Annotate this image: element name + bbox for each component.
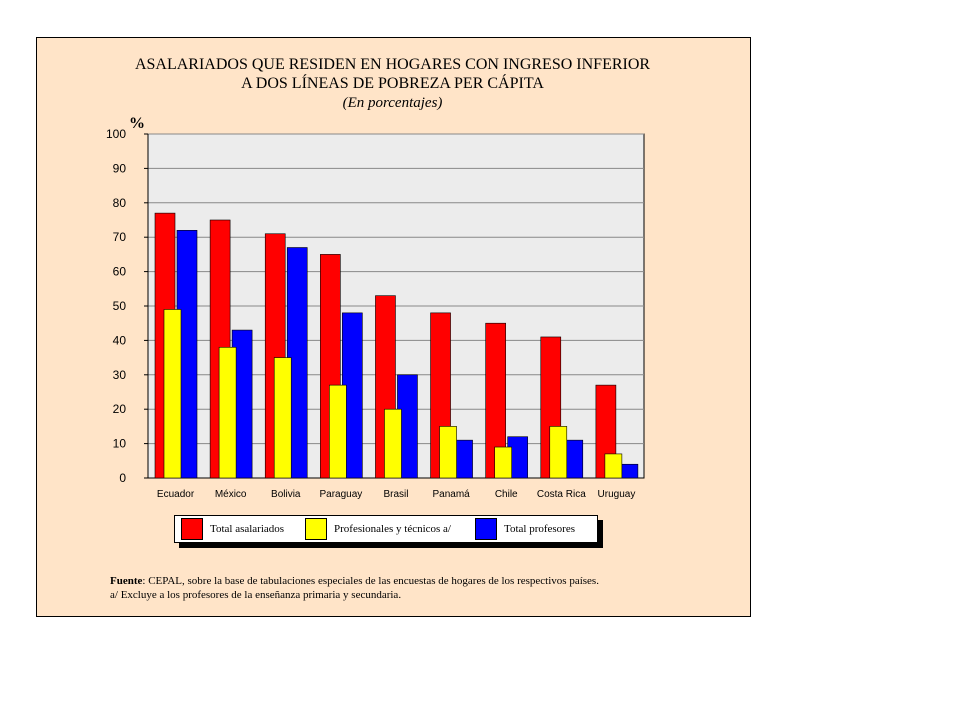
y-tick-label: 0 <box>119 471 126 485</box>
y-tick-label: 10 <box>113 437 127 451</box>
x-category-label: Chile <box>495 489 518 500</box>
legend-item-profesionales: Profesionales y técnicos a/ <box>305 516 451 542</box>
source-label: Fuente <box>110 575 143 587</box>
y-tick-label: 70 <box>113 230 127 244</box>
bar-profesionales <box>439 426 457 479</box>
legend-swatch-blue <box>475 518 497 540</box>
legend-label-total-profesores: Total profesores <box>504 523 576 535</box>
x-category-label: Costa Rica <box>537 489 586 500</box>
footer-notes: Fuente: CEPAL, sobre la base de tabulaci… <box>110 574 599 602</box>
x-category-label: Paraguay <box>319 489 362 500</box>
y-axis-label: % <box>129 115 145 132</box>
y-tick-label: 80 <box>113 196 127 210</box>
y-tick-label: 90 <box>113 161 127 175</box>
legend-swatch-red <box>181 518 203 540</box>
bar-profesionales <box>218 346 237 479</box>
bar-profesionales <box>273 357 292 479</box>
y-tick-label: 60 <box>113 265 127 279</box>
footnote: a/ Excluye a los profesores de la enseña… <box>110 589 402 601</box>
y-tick-label: 30 <box>113 368 127 382</box>
x-category-label: México <box>215 489 247 500</box>
x-category-label: Panamá <box>432 489 470 500</box>
bar-profesionales <box>329 384 347 479</box>
y-tick-label: 40 <box>113 333 127 347</box>
bar-profesionales <box>549 426 568 479</box>
x-category-label: Bolivia <box>271 489 301 500</box>
legend-swatch-yellow <box>305 518 327 540</box>
y-tick-label: 50 <box>113 299 127 313</box>
legend-label-profesionales: Profesionales y técnicos a/ <box>334 523 451 535</box>
legend-item-total-profesores: Total profesores <box>475 516 575 542</box>
x-category-label: Uruguay <box>598 489 636 500</box>
bar-profesionales <box>384 408 402 479</box>
bar-profesionales <box>494 446 512 479</box>
x-category-label: Brasil <box>383 489 408 500</box>
chart-title-line1: ASALARIADOS QUE RESIDEN EN HOGARES CON I… <box>134 56 651 73</box>
legend-label-total-asalariados: Total asalariados <box>210 523 285 535</box>
source-text: : CEPAL, sobre la base de tabulaciones e… <box>142 575 599 587</box>
chart-title-line2: A DOS LÍNEAS DE POBREZA PER CÁPITA <box>241 75 544 92</box>
y-tick-label: 20 <box>113 402 127 416</box>
bar-profesionales <box>163 309 182 479</box>
legend: Total asalariados Profesionales y técnic… <box>174 515 598 543</box>
legend-item-total-asalariados: Total asalariados <box>181 516 284 542</box>
bar-profesionales <box>604 453 623 479</box>
chart-subtitle: (En porcentajes) <box>342 95 443 111</box>
x-category-label: Ecuador <box>157 489 195 500</box>
source-line: Fuente: CEPAL, sobre la base de tabulaci… <box>110 574 599 588</box>
y-tick-label: 100 <box>106 127 126 141</box>
